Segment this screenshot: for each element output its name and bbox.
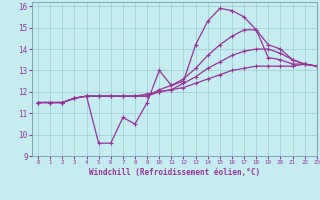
X-axis label: Windchill (Refroidissement éolien,°C): Windchill (Refroidissement éolien,°C) bbox=[89, 168, 260, 177]
